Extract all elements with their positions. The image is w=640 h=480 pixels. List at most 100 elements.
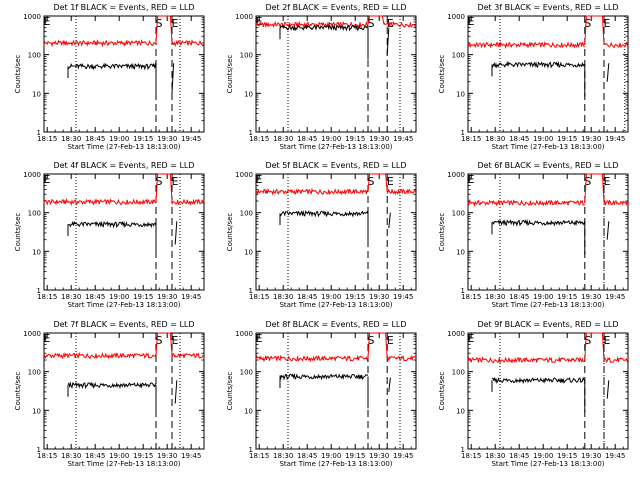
detector-panel: Det 5f BLACK = Events, RED = LLD 1 10 100 10… xyxy=(226,161,417,309)
lld-series-line xyxy=(383,20,417,28)
x-tick-label: 19:45 xyxy=(393,135,413,143)
x-tick-label: 18:45 xyxy=(85,135,105,143)
lld-peak-line xyxy=(367,332,388,359)
x-axis-label: Start Time (27-Feb-13 18:13:00) xyxy=(491,301,604,309)
y-axis-label: Counts/sec xyxy=(438,372,446,411)
plot-frame xyxy=(43,332,205,450)
events-series-line xyxy=(491,376,586,385)
x-axis-label: Start Time (27-Feb-13 18:13:00) xyxy=(67,460,180,468)
y-tick-label: 10 xyxy=(456,90,465,98)
detector-panel: Det 8f BLACK = Events, RED = LLD 1 10 100 10… xyxy=(226,320,417,468)
lld-series-line xyxy=(171,198,205,206)
y-tick-label: 10 xyxy=(456,248,465,256)
x-tick-label: 18:15 xyxy=(461,135,481,143)
x-axis-label: Start Time (27-Feb-13 18:13:00) xyxy=(279,301,392,309)
y-tick-label: 1 xyxy=(37,287,41,295)
start-marker: S xyxy=(156,175,163,188)
y-tick-label: 100 xyxy=(240,210,253,218)
y-tick-label: 100 xyxy=(28,210,41,218)
y-axis-label: Counts/sec xyxy=(226,372,234,411)
edge-marker: E xyxy=(44,173,51,186)
x-tick-label: 19:30 xyxy=(157,452,177,460)
events-series-line xyxy=(67,220,157,229)
events-post-mark xyxy=(388,377,391,392)
panel-title: Det 4f BLACK = Events, RED = LLD xyxy=(53,161,194,170)
x-tick-label: 19:00 xyxy=(533,135,553,143)
y-axis-label: Counts/sec xyxy=(438,213,446,252)
start-marker: S xyxy=(584,334,591,347)
x-axis-label: Start Time (27-Feb-13 18:13:00) xyxy=(67,301,180,309)
y-axis-label: Counts/sec xyxy=(14,213,22,252)
start-marker: S xyxy=(156,334,163,347)
x-tick-label: 19:30 xyxy=(369,293,389,301)
lld-series-line xyxy=(386,188,417,196)
y-tick-label: 1 xyxy=(249,129,253,137)
y-tick-label: 1 xyxy=(461,287,465,295)
x-tick-label: 19:30 xyxy=(369,452,389,460)
lld-series-line xyxy=(255,20,369,29)
events-post-mark xyxy=(388,212,391,229)
end-marker: E xyxy=(387,175,394,188)
y-tick-label: 1000 xyxy=(447,171,465,179)
x-axis-label: Start Time (27-Feb-13 18:13:00) xyxy=(491,143,604,151)
y-axis-label: Counts/sec xyxy=(438,55,446,94)
x-tick-label: 19:00 xyxy=(321,293,341,301)
edge-marker: E xyxy=(44,15,51,28)
edge-marker: E xyxy=(256,173,263,186)
y-tick-label: 1000 xyxy=(235,13,253,21)
x-tick-label: 19:45 xyxy=(605,135,625,143)
lld-peak-line xyxy=(367,173,388,192)
lld-series-line xyxy=(386,354,417,362)
y-axis-label: Counts/sec xyxy=(226,55,234,94)
y-tick-label: 100 xyxy=(452,210,465,218)
y-tick-label: 1 xyxy=(461,446,465,454)
x-tick-label: 19:30 xyxy=(157,293,177,301)
y-tick-label: 100 xyxy=(452,52,465,60)
x-tick-label: 18:15 xyxy=(461,293,481,301)
y-tick-label: 1000 xyxy=(23,330,41,338)
events-post-mark xyxy=(606,221,610,240)
lld-peak-line xyxy=(584,173,605,203)
x-axis-label: Start Time (27-Feb-13 18:13:00) xyxy=(279,143,392,151)
plot-frame xyxy=(467,332,629,450)
start-marker: S xyxy=(368,175,375,188)
panel-title: Det 1f BLACK = Events, RED = LLD xyxy=(53,3,194,12)
y-axis-label: Counts/sec xyxy=(14,55,22,94)
lld-series-line xyxy=(467,40,585,50)
x-tick-label: 19:00 xyxy=(321,452,341,460)
x-tick-label: 19:30 xyxy=(581,452,601,460)
y-tick-label: 10 xyxy=(244,90,253,98)
panel-title: Det 2f BLACK = Events, RED = LLD xyxy=(265,3,406,12)
x-tick-label: 18:45 xyxy=(509,452,529,460)
detector-panel: Det 6f BLACK = Events, RED = LLD 1 10 100 10… xyxy=(438,161,629,309)
x-tick-label: 18:15 xyxy=(249,135,269,143)
y-axis-label: Counts/sec xyxy=(14,372,22,411)
lld-series-line xyxy=(603,199,629,206)
x-tick-label: 18:15 xyxy=(37,293,57,301)
x-tick-label: 19:30 xyxy=(157,135,177,143)
x-tick-label: 19:30 xyxy=(581,293,601,301)
end-marker: E xyxy=(387,334,394,347)
start-marker: S xyxy=(368,334,375,347)
lld-series-line xyxy=(467,198,586,208)
x-tick-label: 19:15 xyxy=(133,293,153,301)
end-marker: E xyxy=(172,17,179,30)
x-tick-label: 19:45 xyxy=(393,452,413,460)
y-tick-label: 10 xyxy=(244,407,253,415)
y-tick-label: 10 xyxy=(32,248,41,256)
x-tick-label: 18:30 xyxy=(485,135,505,143)
events-series-line xyxy=(279,209,369,218)
y-tick-label: 100 xyxy=(28,369,41,377)
x-tick-label: 18:30 xyxy=(273,452,293,460)
edge-marker: E xyxy=(468,15,475,28)
y-tick-label: 1 xyxy=(249,446,253,454)
x-tick-label: 19:00 xyxy=(109,293,129,301)
detector-panel: Det 9f BLACK = Events, RED = LLD 1 10 100 10… xyxy=(438,320,629,468)
start-marker: S xyxy=(584,175,591,188)
events-series-line xyxy=(491,219,586,227)
detector-panel: Det 4f BLACK = Events, RED = LLD 1 10 100 10… xyxy=(14,161,205,309)
x-tick-label: 19:30 xyxy=(581,135,601,143)
x-tick-label: 19:15 xyxy=(557,293,577,301)
start-marker: S xyxy=(584,17,591,30)
